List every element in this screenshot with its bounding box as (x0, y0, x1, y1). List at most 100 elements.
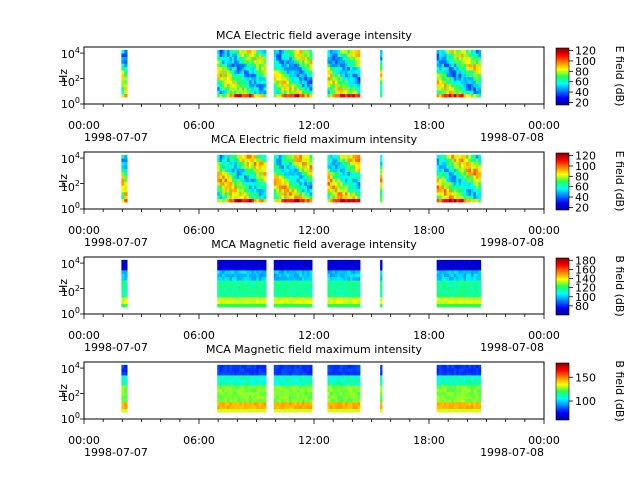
heatmap-cell (263, 175, 267, 179)
heatmap-cell (451, 368, 455, 373)
heatmap-cell (458, 53, 462, 58)
heatmap-cell (291, 195, 295, 200)
heatmap-cell (281, 283, 285, 288)
heatmap-cell (439, 63, 442, 68)
heatmap-cell (246, 49, 250, 54)
panel-electric-max: MCA Electric field maximum intensity Hz … (57, 133, 626, 249)
heatmap-cell (478, 300, 482, 305)
heatmap-cell (299, 266, 303, 271)
heatmap-cell (239, 168, 243, 173)
heatmap-cell (309, 276, 313, 281)
heatmap-cell (306, 66, 310, 71)
x-axis: 00:00 06:00 12:00 18:00 00:00 1998-07-07… (68, 224, 560, 249)
heatmap-cell (234, 401, 238, 406)
heatmap-cell (339, 293, 343, 298)
heatmap-cell (444, 93, 447, 98)
heatmap-cell (446, 93, 450, 98)
heatmap-cell (231, 388, 235, 393)
heatmap-cell (349, 161, 353, 166)
x-axis: 00:00 06:00 12:00 18:00 00:00 1998-07-07… (68, 434, 560, 459)
heatmap-cell (234, 168, 238, 173)
heatmap-cell (296, 181, 300, 186)
heatmap-cell (458, 290, 462, 294)
heatmap-cell (451, 73, 455, 78)
heatmap-cell (261, 178, 265, 183)
heatmap-cell (231, 178, 235, 183)
colorbar-tick-label: 40 (575, 191, 589, 204)
heatmap-cell (299, 49, 303, 54)
heatmap-cell (458, 374, 462, 379)
heatmap-cell (309, 161, 313, 166)
heatmap-cell (304, 381, 308, 386)
heatmap-cell (451, 53, 455, 58)
heatmap-cell (124, 388, 128, 393)
heatmap-cell (261, 93, 265, 98)
heatmap-cell (344, 53, 348, 58)
heatmap-cell (380, 259, 383, 264)
heatmap-cell (306, 263, 310, 268)
heatmap-cell (337, 290, 341, 294)
heatmap-cell (256, 185, 260, 189)
heatmap-cell (444, 195, 447, 200)
heatmap-cell (299, 296, 303, 301)
heatmap-cell (475, 303, 479, 308)
heatmap-cell (299, 161, 303, 166)
heatmap-cell (349, 59, 353, 64)
heatmap-cell (278, 83, 282, 88)
heatmap-cell (470, 90, 474, 95)
heatmap-cell (273, 303, 277, 308)
heatmap-cell (219, 381, 223, 386)
heatmap-cell (219, 398, 223, 403)
heatmap-cell (439, 398, 442, 403)
heatmap-cell (332, 168, 336, 173)
heatmap-cell (236, 49, 240, 54)
heatmap-cell (258, 378, 262, 383)
heatmap-cell (334, 191, 338, 196)
heatmap-cell (226, 408, 230, 413)
x-date-label: 1998-07-08 (480, 446, 544, 459)
heatmap-cell (286, 164, 290, 169)
heatmap-cell (239, 198, 243, 203)
heatmap-cell (296, 280, 300, 284)
heatmap-cell (239, 290, 243, 294)
heatmap-cell (347, 303, 351, 308)
heatmap-cell (253, 93, 257, 98)
heatmap-cell (281, 401, 285, 406)
heatmap-cell (309, 296, 313, 301)
heatmap-cell (468, 286, 472, 291)
heatmap-cell (246, 168, 250, 173)
heatmap-cell (276, 269, 280, 274)
heatmap-cell (357, 66, 361, 71)
heatmap-cell (291, 154, 295, 159)
heatmap-cell (451, 286, 455, 291)
heatmap-cell (229, 273, 233, 278)
heatmap-cell (261, 368, 265, 373)
heatmap-cell (258, 259, 262, 264)
heatmap-cell (309, 259, 313, 264)
heatmap-cell (478, 154, 482, 159)
heatmap-cell (354, 269, 358, 274)
heatmap-cell (231, 283, 235, 288)
heatmap-cell (231, 185, 235, 189)
heatmap-cell (286, 300, 290, 305)
heatmap-cell (309, 56, 313, 61)
heatmap-cell (436, 385, 440, 389)
heatmap-cell (241, 263, 245, 268)
heatmap-cell (281, 188, 285, 193)
heatmap-cell (475, 293, 479, 298)
heatmap-cell (451, 171, 455, 176)
heatmap-cell (294, 63, 298, 68)
heatmap-cell (239, 405, 243, 410)
heatmap-cell (354, 378, 358, 383)
heatmap-cell (251, 158, 255, 163)
heatmap-cell (226, 296, 230, 301)
heatmap-cell (306, 408, 310, 413)
heatmap-cell (299, 388, 303, 393)
heatmap-cell (217, 263, 221, 268)
heatmap-cell (463, 73, 467, 78)
heatmap-cell (263, 385, 267, 389)
heatmap-cell (347, 398, 351, 403)
heatmap-cell (263, 49, 267, 54)
heatmap-cell (461, 371, 465, 376)
